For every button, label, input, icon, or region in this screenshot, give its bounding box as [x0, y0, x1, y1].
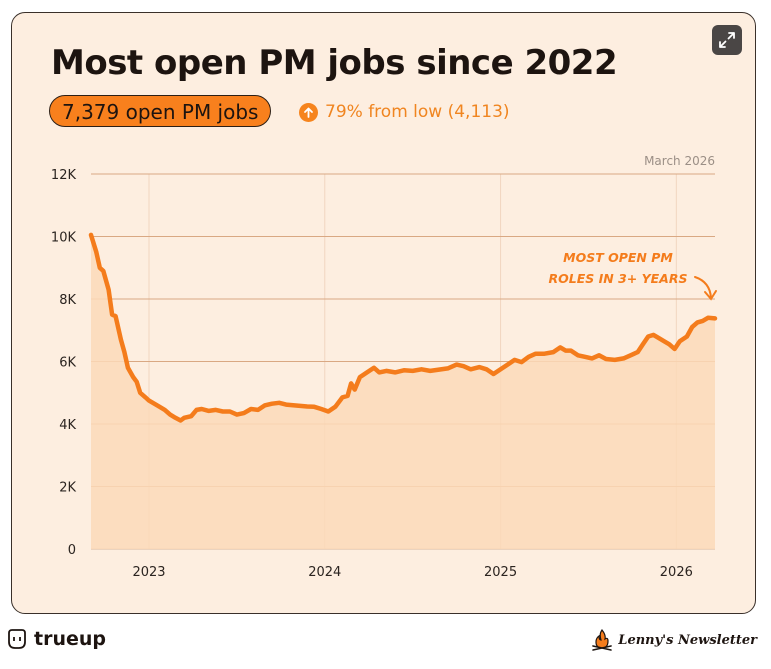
trueup-brand[interactable]: trueup — [8, 628, 106, 650]
x-tick-label: 2026 — [660, 565, 693, 580]
x-tick-label: 2025 — [484, 565, 517, 580]
as-of-date: March 2026 — [644, 154, 715, 168]
page-title: Most open PM jobs since 2022 — [51, 43, 618, 83]
open-jobs-badge: 7,379 open PM jobs — [49, 95, 272, 127]
y-tick-label: 10K — [51, 231, 77, 246]
trueup-logo-icon — [8, 629, 26, 649]
annotation-line-2: ROLES IN 3+ YEARS — [549, 271, 688, 286]
y-tick-label: 0 — [68, 543, 76, 558]
y-tick-label: 12K — [51, 168, 77, 183]
lenny-flame-icon — [592, 629, 613, 651]
y-axis-ticks: 0 2K 4K 6K 8K 10K 12K — [51, 168, 77, 558]
arrow-up-circle-icon — [299, 102, 318, 122]
y-tick-label: 2K — [59, 481, 76, 496]
y-tick-label: 8K — [59, 293, 76, 308]
trueup-label: trueup — [34, 628, 106, 650]
peak-annotation: MOST OPEN PM ROLES IN 3+ YEARS — [549, 250, 717, 301]
change-text: 79% from low (4,113) — [325, 102, 510, 122]
x-tick-label: 2023 — [132, 565, 165, 580]
y-tick-label: 6K — [59, 356, 76, 371]
jobs-area-fill — [91, 234, 715, 549]
jobs-series-line — [88, 232, 718, 423]
x-axis-ticks: 2023 2024 2025 2026 — [132, 565, 692, 580]
annotation-line-1: MOST OPEN PM — [563, 250, 673, 265]
y-tick-label: 4K — [59, 418, 76, 433]
lenny-brand[interactable]: Lenny's Newsletter — [590, 628, 757, 652]
expand-button[interactable] — [712, 25, 742, 55]
expand-icon — [719, 32, 735, 48]
lenny-label: Lenny's Newsletter — [618, 632, 757, 648]
annotation-arrow — [694, 276, 717, 301]
change-indicator: 79% from low (4,113) — [299, 100, 510, 124]
x-tick-label: 2024 — [308, 565, 341, 580]
